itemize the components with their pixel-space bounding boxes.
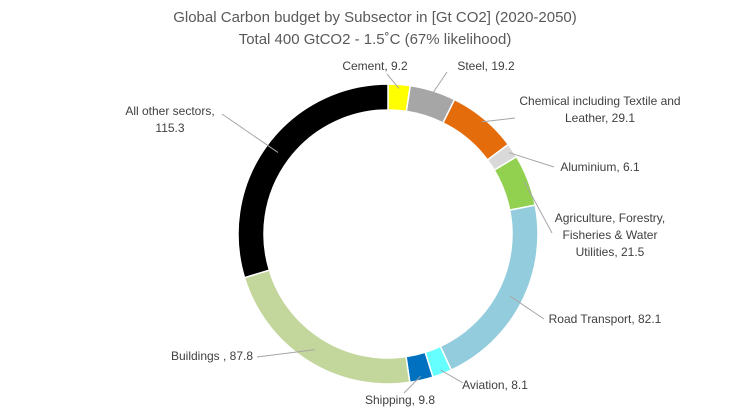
data-label: Chemical including Textile and	[519, 94, 680, 108]
leader-line	[523, 181, 553, 234]
data-label: Shipping, 9.8	[365, 393, 435, 407]
leader-line	[386, 73, 400, 89]
leader-line	[221, 113, 279, 153]
leader-line	[481, 117, 516, 123]
data-label: Utilities, 21.5	[576, 245, 645, 259]
data-label: Aluminium, 6.1	[560, 160, 640, 174]
data-label: All other sectors,	[125, 104, 214, 118]
donut-slice	[237, 83, 389, 279]
leader-line	[431, 71, 448, 95]
donut-slice	[243, 269, 411, 385]
data-label: Road Transport, 82.1	[549, 312, 662, 326]
chart-title: Global Carbon budget by Subsector in [Gt…	[173, 9, 577, 26]
data-label: Fisheries & Water	[563, 228, 658, 242]
chart-subtitle: Total 400 GtCO2 - 1.5˚C (67% likelihood)	[239, 31, 512, 48]
leader-line	[509, 295, 545, 320]
leader-line	[509, 152, 555, 168]
leader-line	[403, 375, 421, 394]
data-label: Buildings , 87.8	[171, 349, 253, 363]
data-label: Leather, 29.1	[565, 111, 635, 125]
data-label: Steel, 19.2	[457, 59, 515, 73]
data-label: 115.3	[155, 121, 184, 135]
data-label: Agriculture, Forestry,	[555, 211, 665, 225]
leader-line	[256, 349, 315, 358]
data-label: Cement, 9.2	[342, 59, 408, 73]
leader-line	[440, 369, 464, 384]
data-label: Aviation, 8.1	[462, 378, 528, 392]
donut-slice	[439, 204, 539, 372]
